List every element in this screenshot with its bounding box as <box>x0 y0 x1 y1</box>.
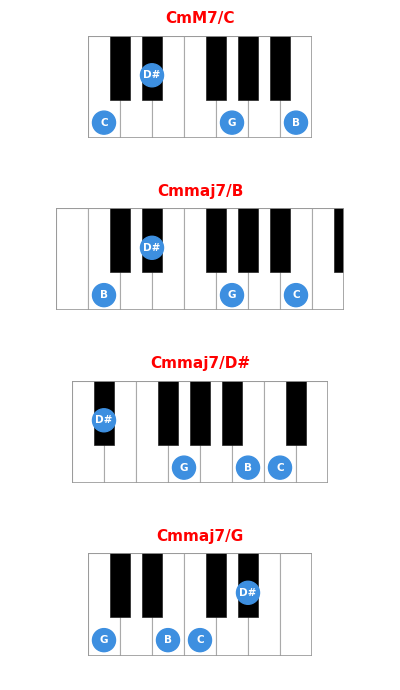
Text: B: B <box>164 635 172 645</box>
Circle shape <box>92 111 116 134</box>
Bar <box>286 381 306 444</box>
Text: G: G <box>100 635 108 645</box>
Circle shape <box>92 408 116 432</box>
Text: Cmmaj7/G: Cmmaj7/G <box>156 529 244 544</box>
Bar <box>270 208 290 272</box>
Bar <box>200 381 232 483</box>
Circle shape <box>268 456 292 479</box>
Circle shape <box>284 284 308 306</box>
Text: Cmmaj7/D#: Cmmaj7/D# <box>150 356 250 371</box>
Bar <box>206 553 226 617</box>
Bar <box>168 381 200 483</box>
Text: G: G <box>228 117 236 128</box>
Bar <box>312 208 344 310</box>
Bar <box>216 36 248 138</box>
Bar <box>88 208 120 310</box>
Bar <box>152 36 184 138</box>
Bar <box>280 208 312 310</box>
Bar <box>296 381 328 483</box>
Bar <box>238 553 258 617</box>
Text: D#: D# <box>143 243 161 253</box>
Circle shape <box>140 63 164 87</box>
Bar <box>110 553 130 617</box>
Bar <box>104 381 136 483</box>
Text: G: G <box>228 290 236 300</box>
Bar <box>152 553 184 655</box>
Circle shape <box>220 284 244 306</box>
Bar <box>216 208 248 310</box>
Bar <box>110 208 130 272</box>
Bar <box>270 36 290 99</box>
Text: D#: D# <box>143 70 161 80</box>
Bar <box>142 36 162 99</box>
Text: D#: D# <box>239 588 257 598</box>
Bar <box>158 381 178 444</box>
Bar <box>94 381 114 444</box>
Bar <box>120 36 152 138</box>
Bar <box>88 36 120 138</box>
Bar <box>88 553 120 655</box>
Text: C: C <box>276 462 284 473</box>
Text: B: B <box>100 290 108 300</box>
Bar <box>56 208 88 310</box>
Bar <box>206 36 226 99</box>
Bar <box>190 381 210 444</box>
Bar <box>184 36 216 138</box>
Circle shape <box>156 629 180 651</box>
Bar <box>110 36 130 99</box>
Bar <box>264 381 296 483</box>
Text: Cmmaj7/B: Cmmaj7/B <box>157 184 243 199</box>
Bar <box>238 208 258 272</box>
Text: C: C <box>196 635 204 645</box>
Bar <box>120 553 152 655</box>
Bar <box>280 36 312 138</box>
Circle shape <box>220 111 244 134</box>
Bar <box>334 208 354 272</box>
Bar <box>248 208 280 310</box>
Text: B: B <box>244 462 252 473</box>
Bar <box>120 208 152 310</box>
Bar <box>216 553 248 655</box>
Circle shape <box>140 236 164 259</box>
Bar <box>248 553 280 655</box>
Bar <box>280 553 312 655</box>
Circle shape <box>236 581 260 604</box>
Bar <box>142 208 162 272</box>
Text: D#: D# <box>95 415 113 425</box>
Text: B: B <box>292 117 300 128</box>
Bar <box>136 381 168 483</box>
Circle shape <box>92 629 116 651</box>
Text: C: C <box>100 117 108 128</box>
Circle shape <box>92 284 116 306</box>
Bar <box>142 553 162 617</box>
Circle shape <box>284 111 308 134</box>
Bar <box>248 36 280 138</box>
Circle shape <box>188 629 212 651</box>
Text: CmM7/C: CmM7/C <box>165 11 235 26</box>
Bar <box>152 208 184 310</box>
Bar <box>184 553 216 655</box>
Text: G: G <box>180 462 188 473</box>
Bar <box>184 208 216 310</box>
Circle shape <box>172 456 196 479</box>
Bar <box>206 208 226 272</box>
Text: C: C <box>292 290 300 300</box>
Bar <box>222 381 242 444</box>
Bar <box>238 36 258 99</box>
Bar <box>72 381 104 483</box>
Circle shape <box>236 456 260 479</box>
Bar <box>232 381 264 483</box>
